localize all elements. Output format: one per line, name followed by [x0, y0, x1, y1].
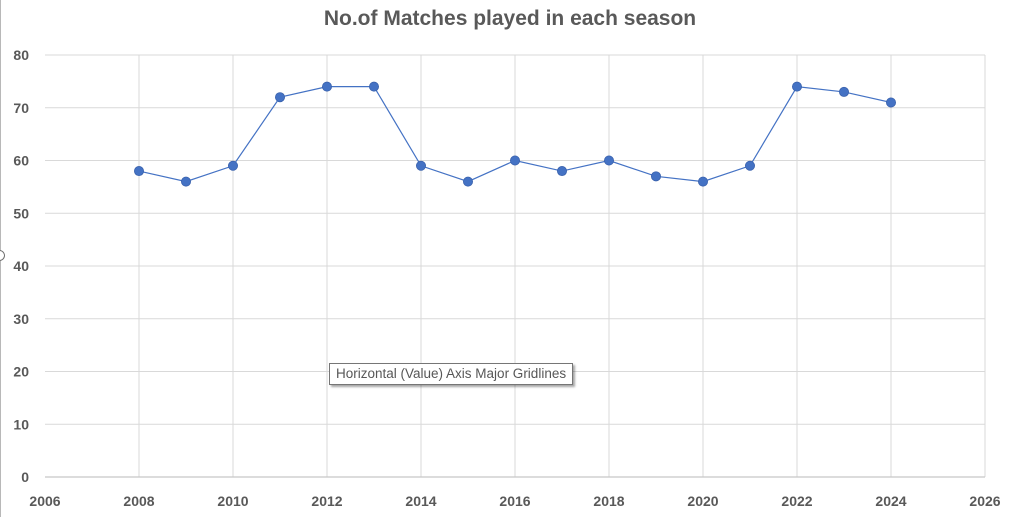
data-point[interactable]: [604, 155, 615, 166]
x-tick-label: 2006: [29, 493, 60, 509]
data-point[interactable]: [227, 160, 238, 171]
data-point[interactable]: [839, 86, 850, 97]
data-point[interactable]: [462, 176, 473, 187]
y-tick-label: 80: [13, 47, 29, 63]
data-point[interactable]: [792, 81, 803, 92]
x-tick-label: 2008: [123, 493, 154, 509]
data-point[interactable]: [415, 160, 426, 171]
data-point[interactable]: [133, 166, 144, 177]
y-tick-label: 50: [13, 205, 29, 221]
x-tick-label: 2022: [781, 493, 812, 509]
gridlines: [45, 54, 986, 477]
data-point[interactable]: [180, 176, 191, 187]
y-tick-label: 70: [13, 100, 29, 116]
y-tick-label: 30: [13, 311, 29, 327]
x-tick-label: 2012: [311, 493, 342, 509]
x-tick-label: 2016: [499, 493, 530, 509]
y-tick-label: 60: [13, 153, 29, 169]
data-point[interactable]: [509, 155, 520, 166]
x-tick-label: 2020: [687, 493, 718, 509]
y-tick-label: 0: [21, 469, 29, 485]
y-tick-label: 20: [13, 364, 29, 380]
x-tick-label: 2026: [969, 493, 1000, 509]
data-point[interactable]: [557, 166, 568, 177]
tick-labels: 2006 2008 2010 2012 2014 2016 2018 2020 2022 2024…: [13, 47, 1000, 509]
x-tick-label: 2018: [593, 493, 624, 509]
x-tick-label: 2024: [875, 493, 906, 509]
data-point[interactable]: [698, 176, 709, 187]
data-point[interactable]: [274, 92, 285, 103]
data-point[interactable]: [886, 97, 897, 108]
y-tick-label: 10: [13, 416, 29, 432]
data-markers[interactable]: [133, 81, 897, 187]
data-point[interactable]: [368, 81, 379, 92]
y-tick-label: 40: [13, 258, 29, 274]
x-tick-label: 2014: [405, 493, 436, 509]
data-point[interactable]: [321, 81, 332, 92]
chart-title: No.of Matches played in each season: [324, 7, 696, 30]
data-point[interactable]: [745, 160, 756, 171]
data-point[interactable]: [651, 171, 662, 182]
x-tick-label: 2010: [217, 493, 248, 509]
gridlines-tooltip: Horizontal (Value) Axis Major Gridlines: [329, 363, 574, 385]
